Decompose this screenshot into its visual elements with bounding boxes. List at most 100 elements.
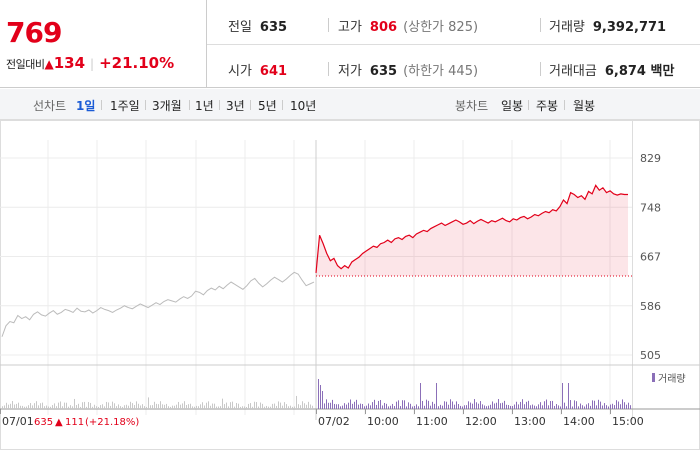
volume-bar (252, 406, 253, 409)
volume-bar (180, 404, 181, 409)
volume-bar (584, 406, 585, 409)
volume-bar (352, 403, 353, 409)
tab-1day[interactable]: 1일 (76, 99, 96, 113)
volume-bar (130, 401, 131, 409)
volume-bar (166, 403, 167, 409)
volume-bar (522, 399, 523, 409)
volume-bar (246, 406, 247, 409)
volume-bar (334, 403, 335, 409)
volume-bar (454, 404, 455, 409)
volume-bar (220, 406, 221, 409)
today-area (316, 185, 628, 276)
volume-bar (54, 403, 55, 409)
volume-bar (232, 401, 233, 409)
tab-1week[interactable]: 1주일 (110, 99, 140, 113)
volume-bar (420, 383, 421, 409)
open-label: 시가 (228, 64, 252, 79)
volume-bar (192, 406, 193, 409)
divider (528, 100, 529, 110)
volume-bar (578, 406, 579, 409)
volume-bar (302, 401, 303, 409)
volume-bar (142, 404, 143, 409)
high-value: 806 (369, 20, 398, 35)
volume-bar (296, 395, 297, 409)
volume-bar (262, 403, 263, 409)
volume-bar (212, 403, 213, 409)
tab-weekly-candle[interactable]: 주봉 (536, 99, 559, 113)
volume-bar (66, 402, 67, 409)
volume-bar (20, 405, 21, 409)
tab-10year[interactable]: 10년 (290, 99, 317, 113)
volume-bar (626, 404, 627, 409)
volume-bar (132, 403, 133, 409)
volume-bar (462, 406, 463, 409)
volume-bar (268, 406, 269, 409)
volume-bar (624, 402, 625, 409)
volume-bar (340, 406, 341, 409)
volume-bar (214, 403, 215, 409)
tab-daily-candle[interactable]: 일봉 (501, 99, 524, 113)
volume-bar (248, 403, 249, 409)
tab-5year[interactable]: 5년 (258, 99, 277, 113)
volume-bar (282, 405, 283, 409)
volume-bar (438, 406, 439, 409)
volume-bar (608, 406, 609, 409)
volume-bar (434, 403, 435, 409)
volume-bar (242, 406, 243, 409)
volume-bar (306, 404, 307, 409)
tab-3month[interactable]: 3개월 (152, 99, 182, 113)
volume-bar (234, 406, 235, 409)
volume-bar (2, 406, 3, 409)
volume-bar (312, 405, 313, 409)
volume-bar (34, 403, 35, 409)
volume-bar (482, 404, 483, 409)
change-percent: +21.10% (99, 54, 175, 72)
today-price-line (315, 184, 628, 273)
volume-bar (516, 401, 517, 409)
volume-bar (274, 403, 275, 409)
volume-bar (216, 406, 217, 409)
divider (282, 100, 283, 110)
y-tick-label: 505 (640, 349, 661, 362)
divider (101, 100, 102, 110)
volume-bar (198, 406, 199, 409)
volume-bar (356, 399, 357, 409)
volume-bar (554, 405, 555, 409)
volume-bar (364, 406, 365, 409)
volume-bar (422, 400, 423, 409)
volume-bar (278, 401, 279, 409)
volume-bar (94, 404, 95, 409)
tab-3year[interactable]: 3년 (226, 99, 245, 113)
divider: | (90, 57, 95, 71)
volume-bar (106, 401, 107, 409)
volume-bar (416, 404, 417, 409)
current-price: 769 (6, 16, 62, 49)
tab-monthly-candle[interactable]: 월봉 (573, 99, 596, 113)
volume-bar (224, 404, 225, 409)
volume-bar (206, 402, 207, 409)
volume-bar (134, 405, 135, 409)
volume-bar (160, 401, 161, 409)
volume-label: 거래량 (549, 20, 585, 35)
volume-bar (114, 403, 115, 409)
volume-bar (426, 399, 427, 409)
volume-bar (358, 404, 359, 409)
chart-svg: 829 748 667 586 505 거래량 07/01 07/02 10:00 11:00 12… (0, 120, 700, 450)
volume-bar (440, 404, 441, 409)
volume-bar (294, 406, 295, 409)
volume-bar (614, 405, 615, 409)
chart-tabs: 선차트 1일 1주일 3개월 1년 3년 5년 10년 봉차트 일봉 주봉 월봉 (0, 89, 700, 120)
volume-bar (62, 406, 63, 409)
volume-bar (494, 403, 495, 409)
volume-bar (620, 404, 621, 409)
volume-bar (350, 399, 351, 409)
tab-1year[interactable]: 1년 (195, 99, 214, 113)
divider (540, 18, 541, 32)
volume-bar (204, 405, 205, 409)
divider (189, 100, 190, 110)
volume-bar (514, 404, 515, 409)
volume-bar (8, 404, 9, 409)
volume-bar (92, 406, 93, 409)
x-tick-label: 15:00 (612, 415, 644, 428)
volume-bar (502, 402, 503, 409)
